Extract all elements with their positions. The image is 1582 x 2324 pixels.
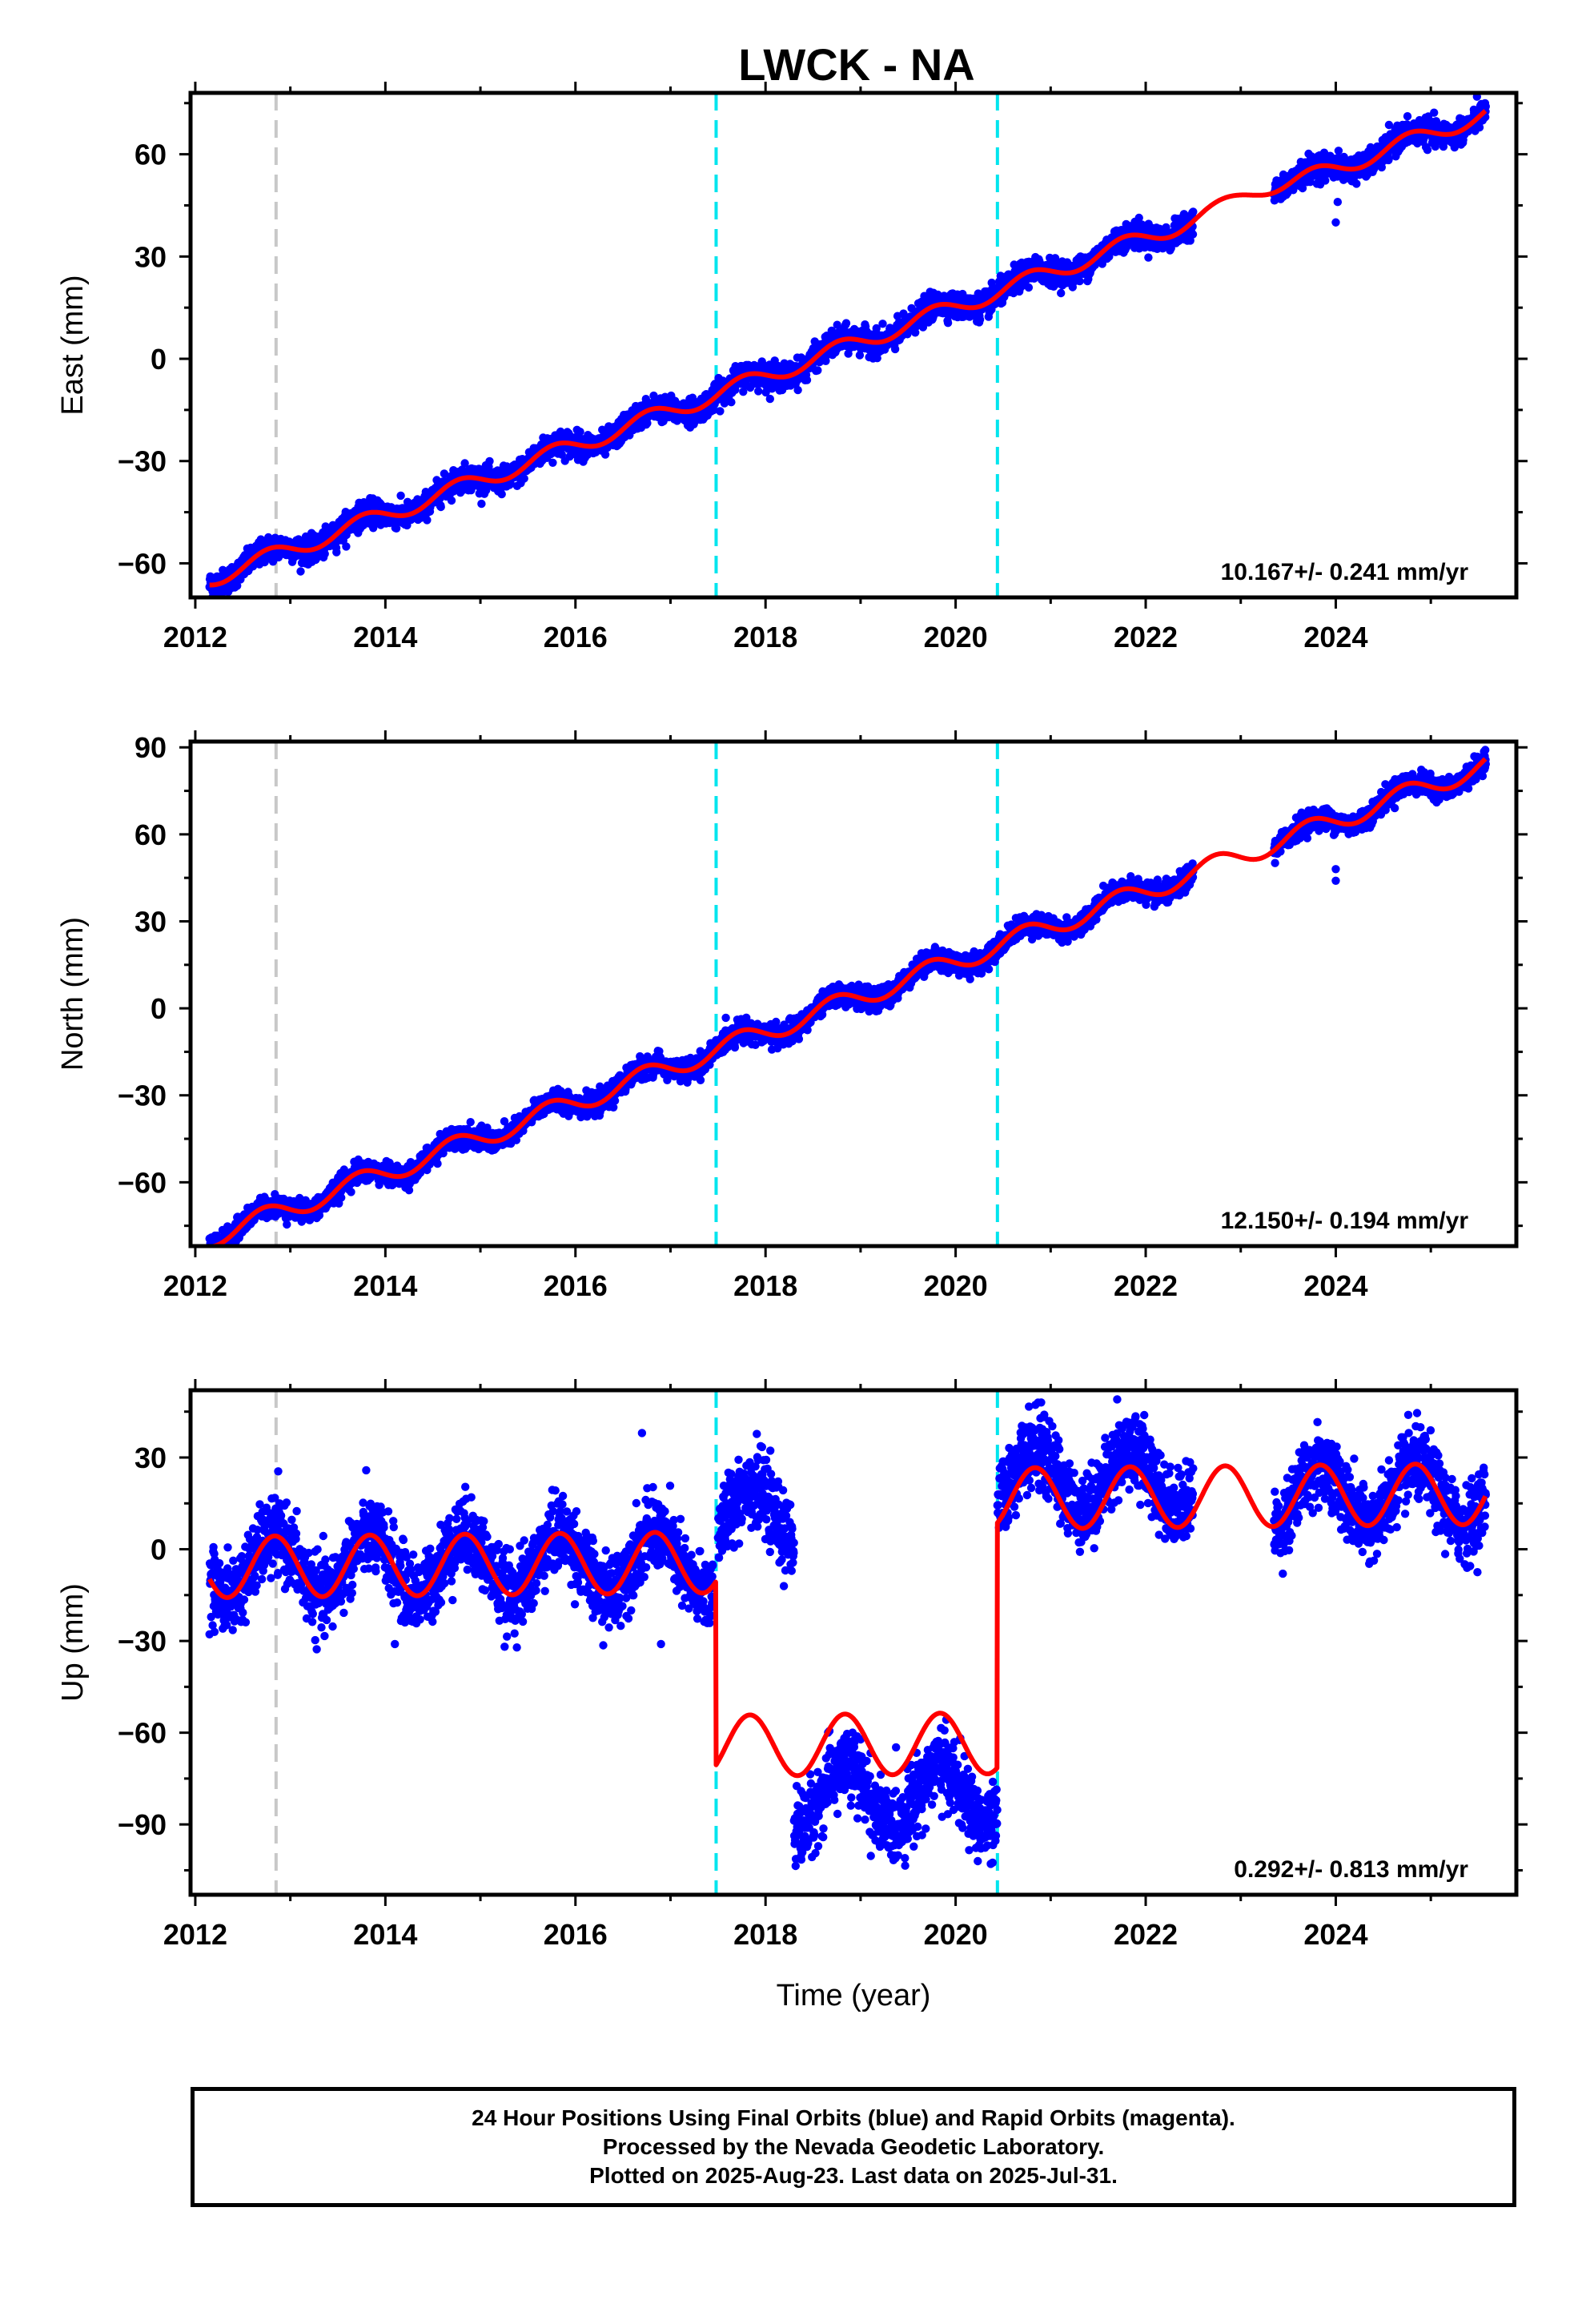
- outlier-point: [1331, 218, 1340, 227]
- data-point: [1403, 112, 1412, 121]
- data-point: [1057, 288, 1066, 298]
- y-tick-label: 30: [135, 240, 167, 273]
- x-tick-label: 2016: [544, 621, 608, 653]
- north-panel: 2012 2014 2016 2018 2020 2022 2024−60−30030609…: [56, 730, 1528, 1302]
- data-point: [878, 320, 887, 328]
- y-tick-label: 60: [135, 139, 167, 171]
- x-tick-label: 2012: [163, 621, 227, 653]
- y-tick-label: 0: [151, 343, 167, 376]
- data-point: [716, 407, 725, 416]
- data-point: [477, 499, 486, 509]
- plot-area: [205, 742, 1491, 1261]
- plot-area: [205, 93, 1491, 597]
- data-point: [727, 398, 736, 407]
- data-point: [765, 394, 774, 404]
- data-point: [423, 516, 432, 525]
- data-point: [975, 315, 985, 324]
- data-point: [206, 1252, 214, 1261]
- data-point: [754, 387, 763, 396]
- data-point: [1352, 179, 1361, 188]
- data-point: [485, 456, 494, 466]
- data-point: [548, 458, 557, 467]
- data-point: [396, 491, 405, 501]
- x-tick-label: 2020: [924, 621, 988, 653]
- data-point: [943, 319, 953, 328]
- data-point: [391, 524, 401, 533]
- data-point: [841, 319, 851, 328]
- data-point: [1024, 283, 1034, 292]
- data-point: [436, 502, 445, 512]
- chart-title: LWCK - NA: [738, 39, 975, 90]
- data-point: [342, 542, 351, 551]
- y-axis-title: East (mm): [56, 275, 90, 415]
- data-point: [1189, 207, 1198, 216]
- data-point: [1075, 276, 1084, 286]
- data-point: [793, 385, 802, 395]
- data-point: [206, 1252, 214, 1260]
- data-point: [233, 581, 242, 590]
- x-tick-label: 2014: [353, 621, 417, 653]
- data-points: [205, 93, 1491, 597]
- y-tick-label: −60: [118, 547, 167, 580]
- data-point: [1188, 230, 1198, 239]
- data-point: [802, 376, 812, 384]
- data-point: [219, 1247, 227, 1255]
- data-point: [1423, 146, 1432, 155]
- data-point: [520, 474, 528, 483]
- x-tick-label: 2018: [733, 621, 797, 653]
- data-point: [1144, 253, 1153, 262]
- data-point: [497, 489, 506, 499]
- data-point: [296, 567, 305, 576]
- data-point: [447, 496, 456, 505]
- velocity-label: 10.167+/- 0.241 mm/yr: [1221, 559, 1469, 585]
- data-point: [1321, 176, 1330, 185]
- outlier-point: [1333, 198, 1343, 207]
- data-point: [216, 1248, 224, 1256]
- east-panel: 2012 2014 2016 2018 2020 2022 2024 −60 −30 0 30 60 E…: [56, 82, 1528, 653]
- data-point: [320, 549, 329, 558]
- data-point: [332, 548, 341, 557]
- data-point: [1430, 108, 1439, 117]
- data-point: [890, 344, 900, 354]
- data-point: [1481, 102, 1491, 111]
- x-tick-label: 2024: [1303, 621, 1367, 653]
- y-tick-label: −30: [118, 445, 167, 478]
- data-point: [813, 366, 822, 375]
- data-points: [205, 746, 1491, 1261]
- data-point: [207, 1248, 215, 1256]
- data-point: [207, 1248, 215, 1256]
- data-point: [576, 428, 584, 436]
- data-point: [283, 1220, 291, 1229]
- x-tick-label: 2022: [1114, 621, 1178, 653]
